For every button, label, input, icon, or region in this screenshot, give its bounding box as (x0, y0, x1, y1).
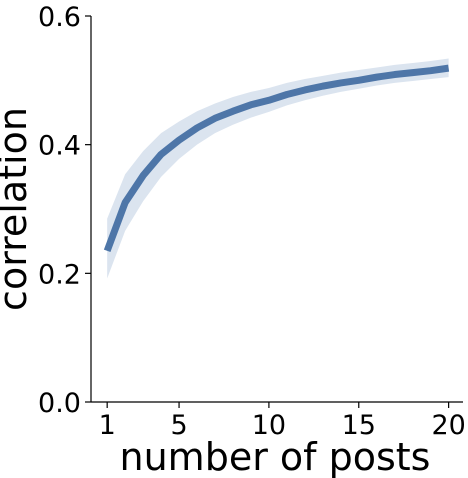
x-tick-label: 1 (99, 410, 116, 441)
y-tick-label: 0.2 (38, 259, 81, 290)
confidence-band-layer (107, 58, 449, 279)
confidence-band (107, 58, 449, 279)
y-tick-label: 0.6 (38, 2, 81, 33)
series-line (103, 64, 450, 253)
x-axis-label: number of posts (120, 435, 431, 478)
y-tick-label: 0.0 (38, 388, 81, 419)
y-ticks: 0.0 0.2 0.4 0.6 (38, 2, 91, 419)
x-tick-label: 20 (431, 410, 465, 441)
series-line-layer (103, 64, 450, 253)
x-ticks: 1 5 10 15 20 (99, 402, 466, 441)
x-tick-label: 5 (170, 410, 187, 441)
x-tick-label: 10 (252, 410, 286, 441)
y-tick-label: 0.4 (38, 131, 81, 162)
y-axis-label: correlation (0, 107, 35, 311)
x-tick-label: 15 (342, 410, 376, 441)
